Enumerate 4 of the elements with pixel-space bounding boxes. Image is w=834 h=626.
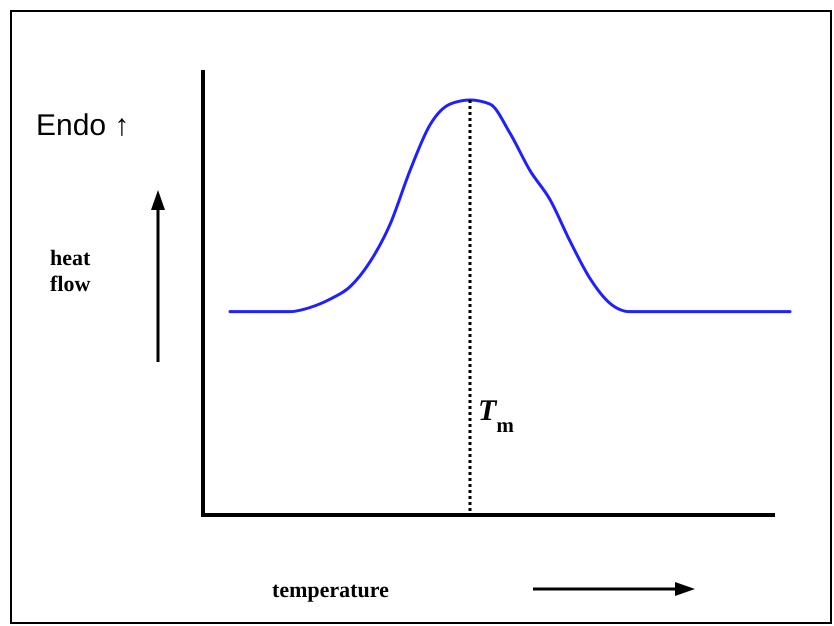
text: Endo ↑: [36, 109, 130, 142]
x-axis-title: temperature: [272, 577, 390, 602]
annotation: T$_{m}$: [478, 394, 514, 437]
text: heat flow: [50, 245, 91, 296]
